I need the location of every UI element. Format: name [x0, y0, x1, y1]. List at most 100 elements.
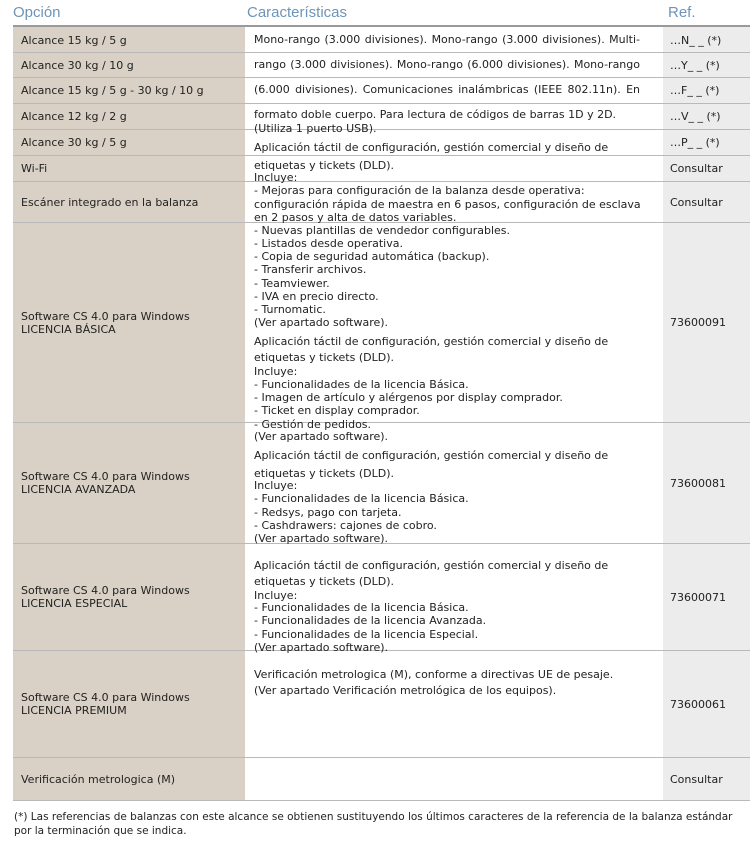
row-rule — [13, 181, 750, 182]
ref-text: …F_ _ (*) — [670, 84, 720, 97]
option-cell: Software CS 4.0 para Windows LICENCIA BÁS… — [21, 223, 241, 422]
option-text: Software CS 4.0 para Windows — [21, 470, 190, 483]
characteristics-line: Aplicación táctil de configuración, gest… — [254, 559, 609, 572]
option-text: Software CS 4.0 para Windows — [21, 584, 190, 597]
ref-cell: 73600091 — [670, 223, 748, 422]
characteristics-line: etiquetas y tickets (DLD). — [254, 467, 394, 480]
header-characteristics: Características — [247, 4, 348, 21]
row-rule — [13, 222, 750, 223]
ref-cell: …Y_ _ (*) — [670, 53, 748, 77]
option-cell: Alcance 30 kg / 10 g — [21, 53, 241, 77]
ref-cell: Consultar — [670, 156, 748, 181]
row-rule — [13, 77, 750, 78]
header-option: Opción — [13, 4, 61, 21]
ref-text: Consultar — [670, 772, 723, 786]
row-rule — [13, 155, 750, 156]
option-cell: Escáner integrado en la balanza — [21, 182, 241, 222]
characteristics-line: - Funcionalidades de la licencia Especia… — [254, 628, 479, 641]
option-cell: Software CS 4.0 para Windows LICENCIA PRE… — [21, 651, 241, 757]
option-text: Software CS 4.0 para Windows — [21, 691, 190, 704]
option-text: Alcance 30 kg / 10 g — [21, 58, 134, 72]
characteristics-line: - Funcionalidades de la licencia Básica. — [254, 601, 469, 614]
row-rule — [13, 543, 750, 544]
characteristics-line: Incluye: — [254, 589, 298, 602]
option-text: LICENCIA BÁSICA — [21, 322, 116, 336]
ref-text: …V_ _ (*) — [670, 110, 721, 123]
characteristics-line: - Teamviewer. — [254, 277, 330, 290]
option-column-bg — [13, 27, 245, 801]
characteristics-line: Incluye: — [254, 365, 298, 378]
ref-text: Consultar — [670, 162, 723, 175]
row-rule — [13, 129, 750, 130]
characteristics-line: Aplicación táctil de configuración, gest… — [254, 141, 609, 154]
ref-text: …N_ _ (*) — [670, 33, 722, 47]
characteristics-line: - IVA en precio directo. — [254, 290, 379, 303]
option-cell: Alcance 15 kg / 5 g — [21, 28, 241, 52]
characteristics-line: Verificación metrologica (M), conforme a… — [254, 668, 614, 681]
ref-text: …P_ _ (*) — [670, 136, 720, 149]
option-cell: Alcance 30 kg / 5 g — [21, 130, 241, 155]
ref-cell: 73600071 — [670, 544, 748, 650]
characteristics-line: (Ver apartado software). — [254, 641, 389, 654]
option-text: LICENCIA ESPECIAL — [21, 597, 128, 610]
option-text: LICENCIA PREMIUM — [21, 704, 127, 717]
characteristics-line: (Ver apartado software). — [254, 316, 389, 329]
row-rule — [13, 757, 750, 758]
characteristics-line: - Redsys, pago con tarjeta. — [254, 506, 402, 519]
ref-text: Consultar — [670, 195, 723, 209]
characteristics-line: - Funcionalidades de la licencia Básica. — [254, 378, 469, 391]
header-ref: Ref. — [668, 4, 696, 21]
option-cell: Software CS 4.0 para Windows LICENCIA AVA… — [21, 423, 241, 543]
ref-cell: …N_ _ (*) — [670, 28, 748, 52]
row-rule — [13, 800, 750, 801]
option-text: Alcance 15 kg / 5 g - 30 kg / 10 g — [21, 84, 204, 97]
ref-text: 73600091 — [670, 316, 726, 329]
characteristics-line: - Imagen de artículo y alérgenos por dis… — [254, 391, 563, 404]
characteristics-line: - Turnomatic. — [254, 303, 326, 316]
option-cell: Wi-Fi — [21, 156, 241, 181]
ref-cell: Consultar — [670, 182, 748, 222]
characteristics-line: - Copia de seguridad automática (backup)… — [254, 250, 490, 263]
option-text: Alcance 12 kg / 2 g — [21, 110, 127, 123]
characteristics-line: etiquetas y tickets (DLD). — [254, 575, 394, 588]
option-cell: Verificación metrologica (M) — [21, 758, 241, 800]
option-text: Wi-Fi — [21, 162, 48, 175]
characteristics-line: configuración rápida de maestra en 6 pas… — [254, 198, 641, 211]
row-rule — [13, 52, 750, 53]
characteristics-line: Incluye: — [254, 171, 298, 184]
ref-cell: Consultar — [670, 758, 748, 800]
option-text: LICENCIA AVANZADA — [21, 483, 136, 496]
characteristics-line: en 2 pasos y alta de datos variables. — [254, 211, 457, 224]
characteristics-line: etiquetas y tickets (DLD). — [254, 159, 394, 172]
ref-cell: …V_ _ (*) — [670, 104, 748, 129]
row-rule — [13, 650, 750, 651]
characteristics-line: - Funcionalidades de la licencia Avanzad… — [254, 614, 487, 627]
characteristics-line: - Transferir archivos. — [254, 263, 367, 276]
ref-cell: …F_ _ (*) — [670, 78, 748, 103]
characteristics-line: - Listados desde operativa. — [254, 237, 403, 250]
ref-text: 73600081 — [670, 476, 726, 490]
ref-cell: …P_ _ (*) — [670, 130, 748, 155]
characteristics-line: rango (3.000 divisiones). Mono-rango (6.… — [254, 58, 640, 71]
ref-column-bg — [663, 27, 750, 801]
characteristics-line: etiquetas y tickets (DLD). — [254, 351, 394, 364]
option-text: Software CS 4.0 para Windows — [21, 309, 190, 323]
characteristics-line: (Ver apartado Verificación metrológica d… — [254, 684, 557, 697]
characteristics-line: formato doble cuerpo. Para lectura de có… — [254, 108, 617, 121]
characteristics-line: (6.000 divisiones). Comunicaciones inalá… — [254, 83, 640, 96]
characteristics-line: (Ver apartado software). — [254, 532, 389, 545]
ref-cell: 73600061 — [670, 651, 748, 757]
header-rule — [13, 25, 750, 27]
option-cell: Alcance 12 kg / 2 g — [21, 104, 241, 129]
option-text: Verificación metrologica (M) — [21, 772, 176, 786]
characteristics-line: Aplicación táctil de configuración, gest… — [254, 335, 609, 348]
footnote: (*) Las referencias de balanzas con este… — [14, 811, 733, 837]
row-rule — [13, 103, 750, 104]
characteristics-line: Aplicación táctil de configuración, gest… — [254, 449, 609, 462]
option-cell: Alcance 15 kg / 5 g - 30 kg / 10 g — [21, 78, 241, 103]
ref-text: …Y_ _ (*) — [670, 58, 720, 72]
characteristics-line: - Cashdrawers: cajones de cobro. — [254, 519, 437, 532]
ref-text: 73600061 — [670, 697, 726, 711]
option-cell: Software CS 4.0 para Windows LICENCIA ESP… — [21, 544, 241, 650]
